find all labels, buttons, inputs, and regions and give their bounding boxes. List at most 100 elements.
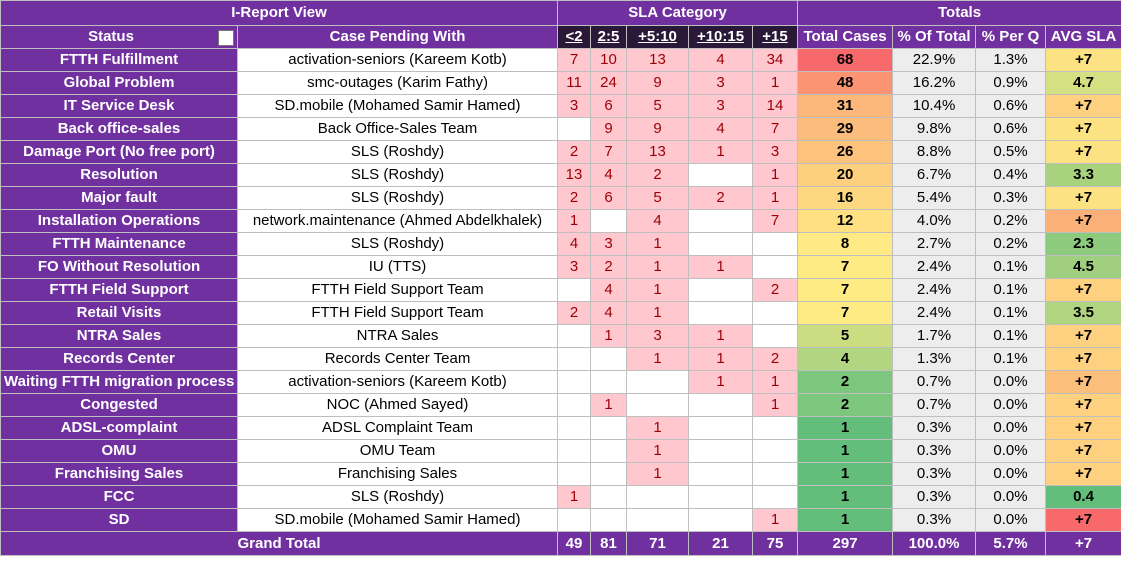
sla-count: 1 [688,255,754,279]
sla-count: 1 [557,485,592,509]
status: FCC [0,485,238,509]
filter-icon[interactable] [218,30,234,46]
total-cases: 1 [797,416,894,440]
status: NTRA Sales [0,324,238,348]
avg-sla: +7 [1045,186,1121,210]
sla-count [590,439,628,463]
sla-count: 1 [752,370,799,394]
sla-count: 1 [626,278,690,302]
status: OMU [0,439,238,463]
pct-per-q: 0.6% [975,94,1047,118]
column-header: <2 [557,25,592,49]
pct-of-total: 10.4% [892,94,977,118]
data-row: FCC SLS (Roshdy) 1 1 0.3% 0.0% 0.4 [0,485,1121,509]
sla-count [590,347,628,371]
sla-count [557,324,592,348]
sla-count: 1 [752,393,799,417]
pending-with: SLS (Roshdy) [236,140,559,164]
total-cases: 12 [797,209,894,233]
total-cases: 5 [797,324,894,348]
pct-per-q: 0.5% [975,140,1047,164]
status: Waiting FTTH migration process [0,370,238,394]
sla-count: 3 [626,324,690,348]
sla-count [688,485,754,509]
column-header: Status [0,25,238,49]
sla-count: 3 [752,140,799,164]
avg-sla: 3.3 [1045,163,1121,187]
sla-count: 3 [590,232,628,256]
sla-count [688,209,754,233]
sla-count: 6 [590,186,628,210]
total-cases: 26 [797,140,894,164]
sla-count: 2 [752,347,799,371]
status: FTTH Maintenance [0,232,238,256]
pending-with: FTTH Field Support Team [236,301,559,325]
total-cases: 1 [797,485,894,509]
status: ADSL-complaint [0,416,238,440]
avg-sla: +7 [1045,347,1121,371]
column-header: Total Cases [797,25,894,49]
avg-sla: 0.4 [1045,485,1121,509]
grand-total-label: Grand Total [0,531,559,556]
status: Franchising Sales [0,462,238,486]
sla-count: 1 [688,324,754,348]
pct-per-q: 0.9% [975,71,1047,95]
data-row: Retail Visits FTTH Field Support Team 2 4 1 7… [0,301,1121,325]
pct-per-q: 0.1% [975,301,1047,325]
sla-count [688,232,754,256]
status: FTTH Field Support [0,278,238,302]
sla-count [752,485,799,509]
sla-count [688,163,754,187]
grand-total-value: 100.0% [892,531,977,556]
status: Major fault [0,186,238,210]
data-row: Resolution SLS (Roshdy) 13 4 2 1 20 6.7% 0.4% 3.3 [0,163,1121,187]
total-cases: 68 [797,48,894,72]
pct-of-total: 9.8% [892,117,977,141]
pct-per-q: 0.1% [975,255,1047,279]
sla-count: 4 [590,278,628,302]
total-cases: 4 [797,347,894,371]
sla-count: 2 [688,186,754,210]
sla-count [557,370,592,394]
sla-count: 1 [752,508,799,532]
avg-sla: +7 [1045,117,1121,141]
pct-of-total: 22.9% [892,48,977,72]
header-row: I-Report View SLA Category Totals [0,0,1121,26]
sla-count: 1 [752,163,799,187]
avg-sla: +7 [1045,209,1121,233]
sla-count [626,485,690,509]
pct-per-q: 1.3% [975,48,1047,72]
pending-with: SLS (Roshdy) [236,485,559,509]
sla-count: 4 [590,163,628,187]
data-row: Global Problem smc-outages (Karim Fathy) 1… [0,71,1121,95]
sla-count: 1 [688,370,754,394]
sla-count: 1 [626,439,690,463]
sla-count: 7 [590,140,628,164]
sla-count [557,416,592,440]
pct-per-q: 0.0% [975,393,1047,417]
total-cases: 1 [797,439,894,463]
sla-count: 1 [626,347,690,371]
total-cases: 8 [797,232,894,256]
pct-per-q: 0.2% [975,209,1047,233]
grand-total-value: 81 [590,531,628,556]
sla-count: 11 [557,71,592,95]
sla-count: 9 [626,117,690,141]
pct-per-q: 0.0% [975,439,1047,463]
avg-sla: +7 [1045,278,1121,302]
sla-count: 1 [626,255,690,279]
status: FTTH Fulfillment [0,48,238,72]
sla-count [557,439,592,463]
sla-count: 1 [752,71,799,95]
sla-count [752,462,799,486]
sla-count: 1 [626,416,690,440]
pct-per-q: 0.0% [975,462,1047,486]
avg-sla: 4.7 [1045,71,1121,95]
sla-count: 4 [557,232,592,256]
sla-count: 2 [752,278,799,302]
pct-of-total: 2.4% [892,255,977,279]
data-row: OMU OMU Team 1 1 0.3% 0.0% +7 [0,439,1121,463]
avg-sla: +7 [1045,140,1121,164]
total-cases: 29 [797,117,894,141]
report-table: I-Report View SLA Category Totals Status… [0,0,1121,556]
